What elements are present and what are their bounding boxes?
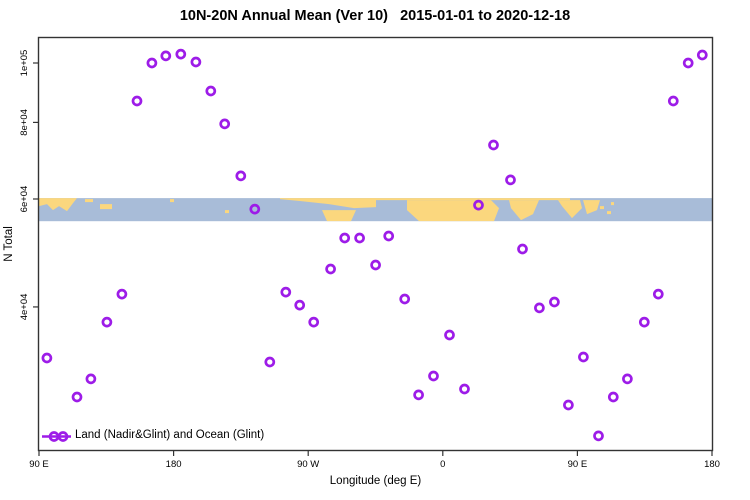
y-tick-label: 8e+04 [19, 109, 30, 136]
data-point [131, 95, 143, 107]
y-tick-label: 6e+04 [19, 186, 30, 213]
data-point [652, 288, 664, 300]
data-point [413, 389, 424, 401]
data-point [667, 95, 679, 107]
data-point [370, 259, 381, 271]
data-point [339, 232, 351, 244]
data-point [101, 316, 113, 328]
map-land [170, 199, 174, 203]
x-tick-label: 90 E [29, 459, 49, 470]
data-point [682, 57, 694, 69]
chart-title: 10N-20N Annual Mean (Ver 10) 2015-01-01 … [179, 8, 571, 24]
data-point [505, 174, 516, 186]
plot-border [37, 36, 714, 452]
data-point [622, 373, 633, 385]
map-land [370, 198, 570, 201]
x-axis-label: Longitude (deg E) [329, 475, 422, 487]
map-land [280, 198, 376, 209]
y-axis-label: N Total [3, 226, 15, 262]
x-tick-label: 180 [166, 459, 182, 470]
data-point [428, 370, 439, 382]
map-land [583, 200, 600, 215]
data-point [41, 352, 53, 364]
data-point [325, 263, 336, 275]
data-point [280, 286, 292, 298]
y-tick-label: 1e+05 [19, 50, 30, 77]
data-point [190, 56, 202, 68]
map-land [39, 198, 77, 212]
data-point [160, 50, 172, 62]
legend-key [42, 431, 71, 442]
data-point [249, 203, 261, 215]
map-land [611, 202, 614, 206]
data-point [294, 299, 306, 311]
data-point [264, 356, 276, 368]
data-point [205, 85, 217, 97]
data-point [638, 316, 650, 328]
data-point [308, 316, 320, 328]
data-point [549, 296, 560, 308]
data-point [383, 230, 395, 242]
map-land [600, 206, 604, 210]
map-land [322, 210, 356, 222]
x-tick-label: 90 E [568, 459, 588, 470]
map-land [558, 200, 582, 219]
x-tick-label: 180 [704, 459, 720, 470]
data-point [488, 139, 499, 151]
data-point [71, 391, 83, 403]
map-ocean [39, 198, 712, 222]
legend-circle [57, 431, 69, 442]
x-tick-label: 90 W [297, 459, 319, 470]
legend-label: Land (Nadir&Glint) and Ocean (Glint) [75, 429, 265, 441]
map-land [407, 200, 499, 222]
map-land [100, 204, 112, 210]
data-point [116, 288, 128, 300]
data-point [607, 391, 619, 403]
data-points [41, 48, 708, 442]
data-point [235, 170, 247, 182]
world-map-band [39, 198, 712, 222]
data-point [146, 57, 158, 69]
data-point [175, 48, 187, 60]
data-point [85, 373, 97, 385]
data-point [534, 302, 545, 314]
map-land [225, 210, 229, 214]
map-land [607, 211, 611, 215]
y-tick-label: 4e+04 [19, 294, 30, 321]
data-point [563, 399, 574, 411]
data-point [578, 351, 589, 363]
data-point [696, 49, 708, 61]
data-point [459, 383, 470, 395]
map-land [509, 200, 539, 221]
data-point [444, 329, 455, 341]
data-point [219, 118, 231, 130]
x-tick-label: 0 [440, 459, 445, 470]
data-point [473, 199, 484, 211]
data-point [354, 232, 365, 244]
data-point [399, 293, 411, 305]
data-point [517, 243, 528, 255]
map-land [85, 199, 93, 203]
data-point [593, 430, 604, 442]
